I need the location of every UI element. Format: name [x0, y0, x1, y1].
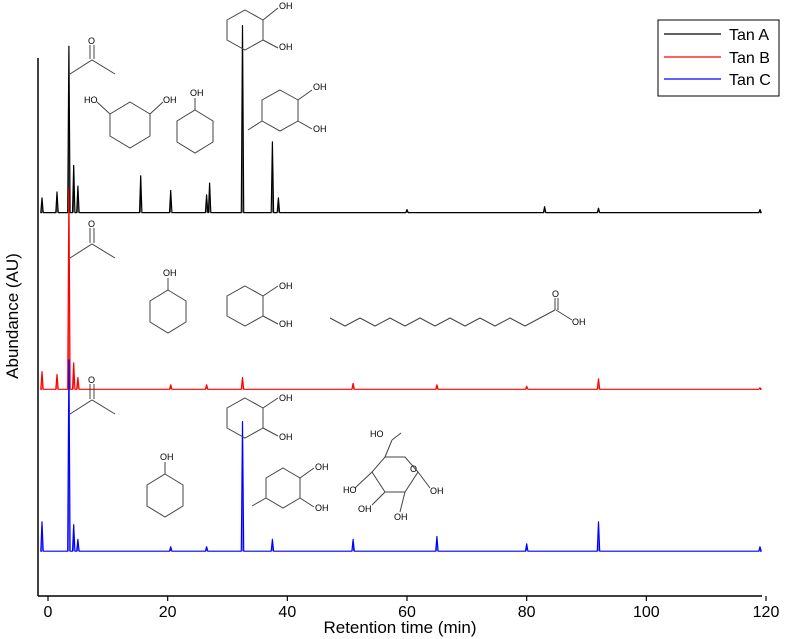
chromatogram-traces — [40, 25, 762, 552]
x-tick-label: 0 — [44, 604, 53, 621]
svg-text:OH: OH — [394, 512, 408, 522]
palmitic-acid-structure-b: O OH — [329, 289, 586, 327]
phenol-structure-c: OH — [146, 452, 184, 518]
methylcatechol-structure-a: OH OH — [247, 82, 327, 134]
acetone-structure-c: O — [69, 375, 116, 415]
svg-text:O: O — [88, 36, 95, 46]
phenol-structure-a: OH — [176, 88, 214, 154]
legend: Tan A Tan B Tan C — [657, 19, 780, 97]
svg-text:OH: OH — [279, 319, 293, 329]
x-tick-label: 80 — [518, 604, 536, 621]
x-axis-label: Retention time (min) — [323, 618, 476, 637]
legend-label-tan-b: Tan B — [729, 50, 770, 67]
methylcatechol-structure-c: OH OH — [251, 462, 329, 513]
svg-text:OH: OH — [163, 268, 177, 278]
x-tick-label: 20 — [159, 604, 177, 621]
acetone-structure-b: O — [69, 219, 116, 259]
legend-label-tan-a: Tan A — [729, 27, 769, 44]
svg-text:OH: OH — [313, 124, 327, 134]
catechol-structure-c: OH OH — [226, 393, 293, 442]
svg-text:OH: OH — [160, 452, 174, 462]
legend-label-tan-c: Tan C — [729, 72, 771, 89]
svg-text:HO: HO — [84, 95, 98, 105]
svg-text:OH: OH — [279, 281, 293, 291]
x-tick-label: 100 — [633, 604, 660, 621]
svg-text:HO: HO — [343, 485, 357, 495]
svg-text:OH: OH — [279, 432, 293, 442]
svg-text:O: O — [88, 375, 95, 385]
series-line-tan-a — [40, 25, 762, 214]
svg-text:OH: OH — [190, 88, 204, 98]
svg-text:O: O — [88, 219, 95, 229]
svg-text:OH: OH — [430, 486, 444, 496]
svg-text:OH: OH — [279, 393, 293, 403]
phenol-structure-b: OH — [149, 268, 187, 334]
acetone-structure-a: O — [69, 36, 116, 75]
x-ticks: 0 20 40 60 80 100 120 — [44, 596, 780, 621]
svg-text:OH: OH — [313, 82, 327, 92]
svg-text:OH: OH — [358, 504, 372, 514]
x-tick-label: 120 — [753, 604, 780, 621]
catechol-structure-b: OH OH — [226, 281, 293, 329]
x-tick-label: 40 — [278, 604, 296, 621]
catechol-structure-a: OH OH — [226, 1, 293, 52]
svg-text:OH: OH — [315, 503, 329, 513]
y-axis-label: Abundance (AU) — [3, 253, 22, 379]
resorcinol-structure-a: HO OH — [84, 95, 177, 149]
svg-text:OH: OH — [279, 1, 293, 11]
svg-text:OH: OH — [279, 42, 293, 52]
glucose-structure-c: HO O HO OH OH OH — [343, 429, 444, 522]
svg-text:HO: HO — [370, 429, 384, 439]
legend-box — [657, 19, 780, 97]
svg-text:OH: OH — [572, 317, 586, 327]
svg-text:O: O — [552, 289, 559, 299]
series-line-tan-c — [40, 359, 762, 552]
svg-text:OH: OH — [315, 462, 329, 472]
series-line-tan-b — [40, 188, 762, 390]
svg-text:OH: OH — [163, 95, 177, 105]
x-tick-label: 60 — [398, 604, 416, 621]
svg-text:O: O — [410, 464, 417, 474]
